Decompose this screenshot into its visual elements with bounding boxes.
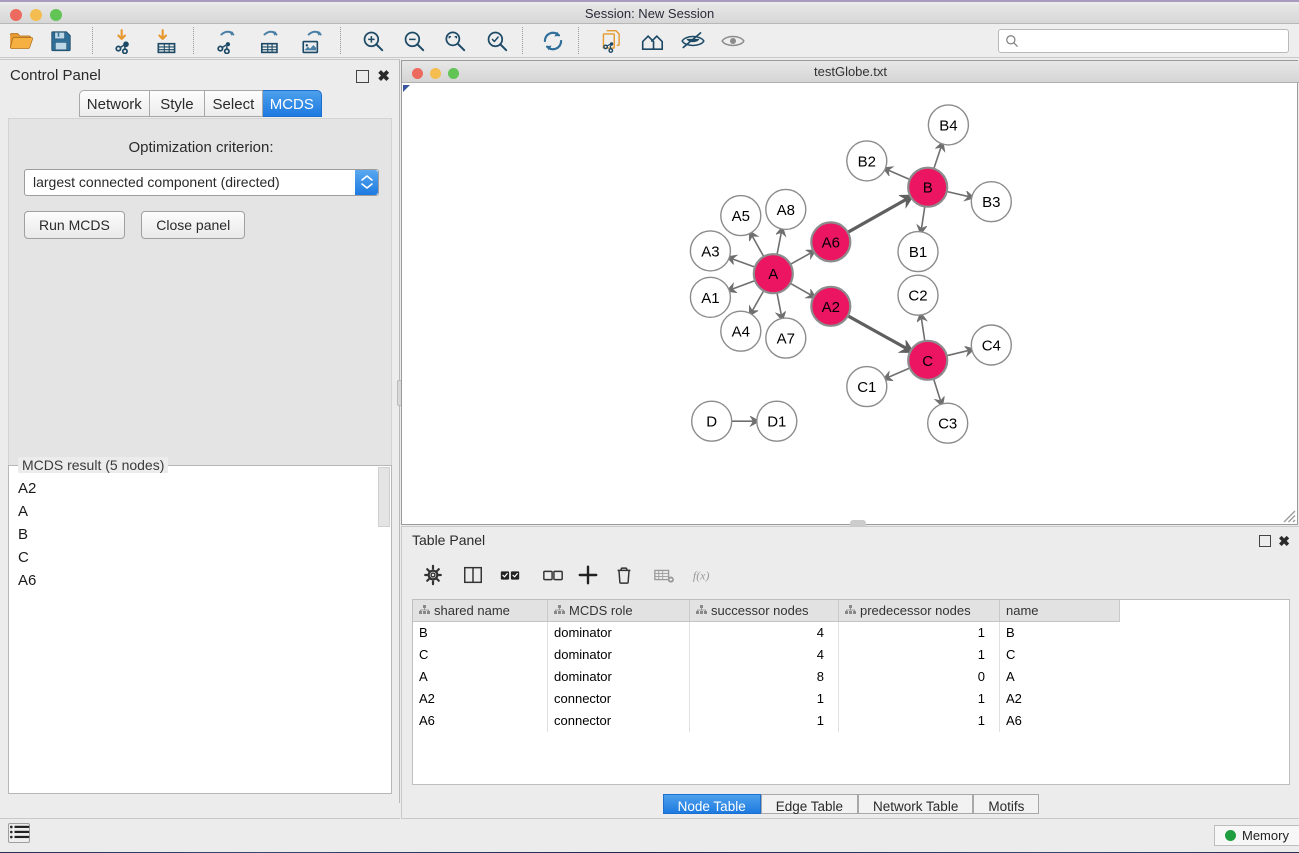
svg-text:C2: C2 [908,288,927,305]
svg-text:A: A [768,266,778,283]
svg-text:A7: A7 [777,331,795,348]
svg-text:A5: A5 [732,208,750,225]
svg-text:C: C [922,353,933,370]
svg-text:A3: A3 [701,243,719,260]
svg-text:B: B [923,180,933,197]
svg-text:C4: C4 [982,338,1001,355]
svg-text:A8: A8 [777,202,795,219]
svg-text:A2: A2 [822,299,840,316]
svg-text:C3: C3 [938,416,957,433]
svg-text:D1: D1 [767,414,786,431]
svg-text:D: D [706,414,717,431]
svg-text:A1: A1 [701,290,719,307]
svg-text:B4: B4 [939,117,957,134]
svg-text:f(x): f(x) [693,569,710,583]
svg-text:A6: A6 [822,234,840,251]
svg-text:B2: B2 [858,153,876,170]
svg-text:C1: C1 [857,379,876,396]
svg-text:B1: B1 [909,244,927,261]
svg-text:A4: A4 [732,324,750,341]
svg-text:B3: B3 [982,194,1000,211]
